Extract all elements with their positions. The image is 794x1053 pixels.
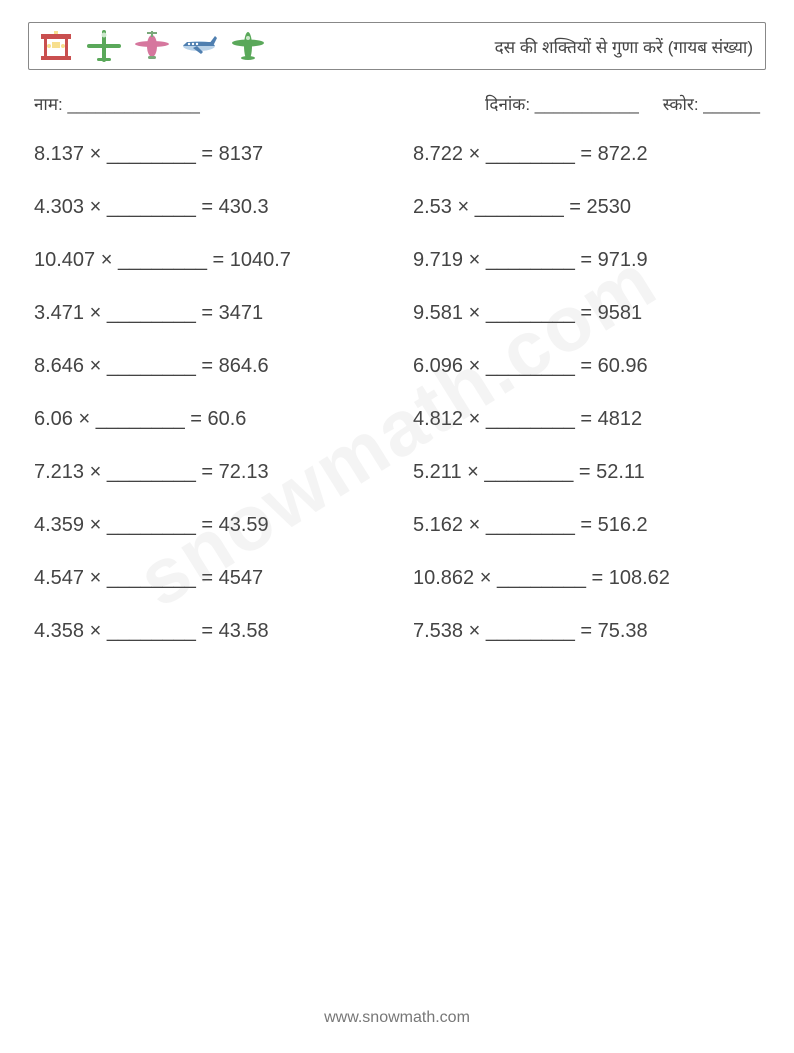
jet-blue-icon xyxy=(179,26,221,66)
problem-left-8: 4.547 × ________ = 4547 xyxy=(34,567,381,590)
problem-right-6: 5.211 × ________ = 52.11 xyxy=(413,461,760,484)
problem-right-5: 4.812 × ________ = 4812 xyxy=(413,408,760,431)
problem-left-2: 10.407 × ________ = 1040.7 xyxy=(34,249,381,272)
plane-top-green2-icon xyxy=(227,26,269,66)
problems-grid: 8.137 × ________ = 8137 8.722 × ________ … xyxy=(28,143,766,643)
problem-right-4: 6.096 × ________ = 60.96 xyxy=(413,355,760,378)
score-field-label: स्कोर: ______ xyxy=(663,92,760,115)
problem-right-8: 10.862 × ________ = 108.62 xyxy=(413,567,760,590)
problem-right-7: 5.162 × ________ = 516.2 xyxy=(413,514,760,537)
carousel-plane-icon xyxy=(35,26,77,66)
plane-top-green-icon xyxy=(83,26,125,66)
problem-right-9: 7.538 × ________ = 75.38 xyxy=(413,620,760,643)
problem-right-1: 2.53 × ________ = 2530 xyxy=(413,196,760,219)
problem-left-0: 8.137 × ________ = 8137 xyxy=(34,143,381,166)
problem-left-3: 3.471 × ________ = 3471 xyxy=(34,302,381,325)
date-field-label: दिनांक: ___________ xyxy=(485,92,639,115)
problem-left-5: 6.06 × ________ = 60.6 xyxy=(34,408,381,431)
worksheet-title: दस की शक्तियों से गुणा करें (गायब संख्या… xyxy=(495,35,753,58)
problem-right-0: 8.722 × ________ = 872.2 xyxy=(413,143,760,166)
name-field-label: नाम: ______________ xyxy=(34,92,200,115)
footer-url: www.snowmath.com xyxy=(0,1009,794,1027)
problem-left-6: 7.213 × ________ = 72.13 xyxy=(34,461,381,484)
info-row: नाम: ______________ दिनांक: ___________ … xyxy=(28,92,766,115)
problem-left-9: 4.358 × ________ = 43.58 xyxy=(34,620,381,643)
plane-prop-pink-icon xyxy=(131,26,173,66)
problem-right-3: 9.581 × ________ = 9581 xyxy=(413,302,760,325)
header-box: दस की शक्तियों से गुणा करें (गायब संख्या… xyxy=(28,22,766,70)
problem-left-1: 4.303 × ________ = 430.3 xyxy=(34,196,381,219)
problem-left-7: 4.359 × ________ = 43.59 xyxy=(34,514,381,537)
problem-left-4: 8.646 × ________ = 864.6 xyxy=(34,355,381,378)
problem-right-2: 9.719 × ________ = 971.9 xyxy=(413,249,760,272)
header-icons xyxy=(35,26,269,66)
